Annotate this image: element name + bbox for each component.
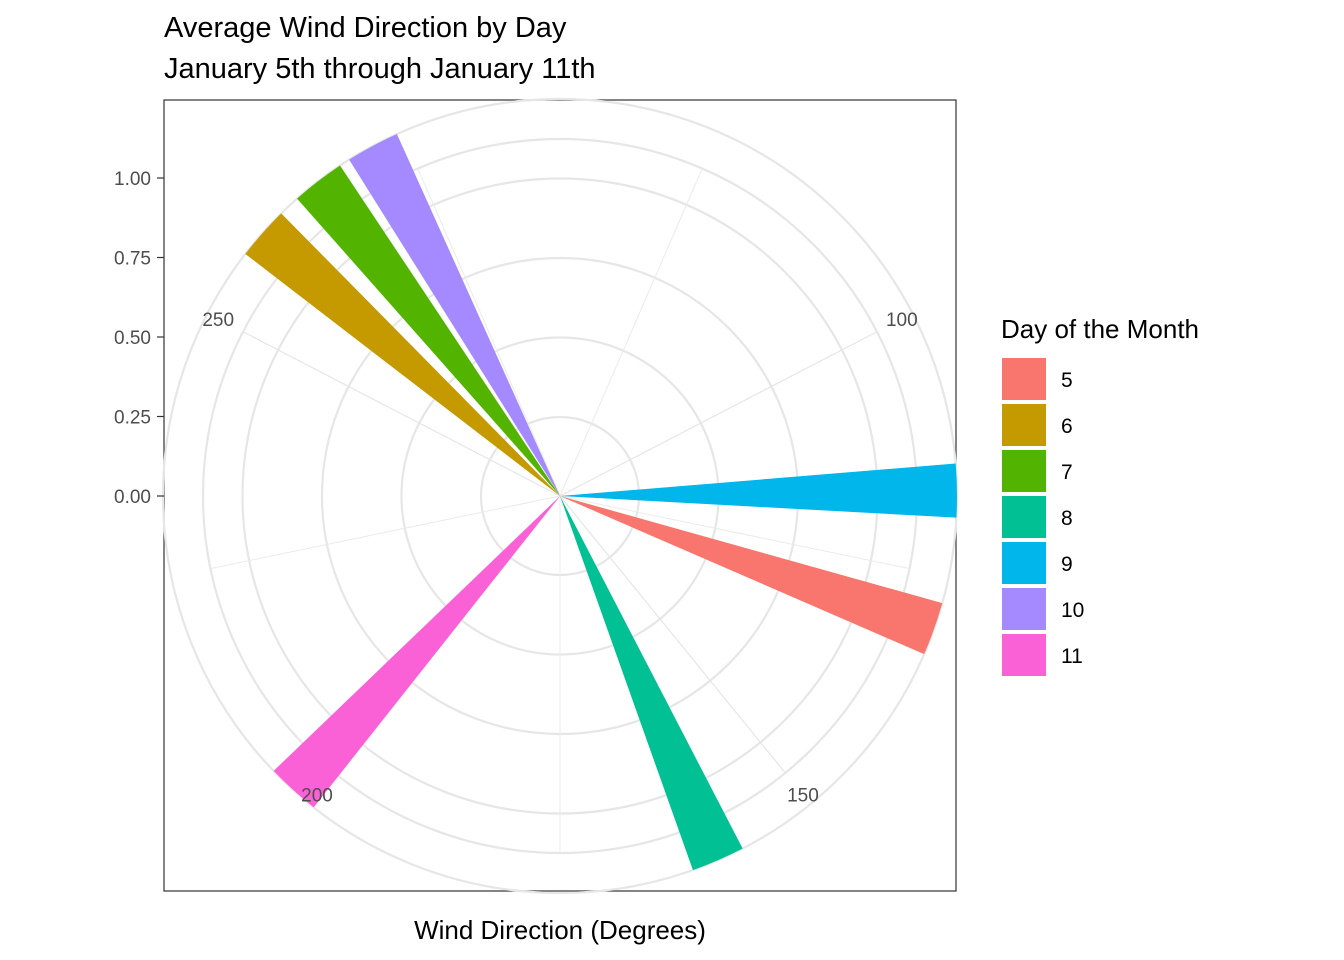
legend-label-5: 5 — [1061, 369, 1073, 392]
r-tick-label: 0.50 — [114, 328, 151, 349]
x-axis-title: Wind Direction (Degrees) — [414, 915, 706, 945]
theta-tick-label: 100 — [886, 310, 918, 331]
bar-day-8 — [560, 496, 743, 871]
theta-tick-label: 200 — [301, 786, 333, 807]
legend-title: Day of the Month — [1001, 314, 1199, 344]
legend-key-9 — [1002, 542, 1046, 584]
r-tick-label: 1.00 — [114, 169, 151, 190]
bar-day-11 — [273, 496, 560, 808]
grid-spoke-minor — [210, 495, 561, 570]
bar-day-10 — [349, 134, 560, 496]
bar-day-5 — [560, 496, 943, 655]
legend-label-7: 7 — [1061, 461, 1073, 484]
grid-spoke-minor — [417, 168, 561, 497]
theta-tick-label: 250 — [202, 310, 234, 331]
chart-title: Average Wind Direction by Day — [164, 12, 567, 44]
bar-day-9 — [560, 463, 957, 518]
legend-label-6: 6 — [1061, 415, 1073, 438]
legend-key-10 — [1002, 588, 1046, 630]
grid-spoke — [242, 331, 561, 497]
chart-subtitle: January 5th through January 11th — [164, 53, 596, 85]
legend-label-8: 8 — [1061, 507, 1073, 530]
grid-spoke — [559, 331, 878, 497]
r-axis-layer: 0.00 0.25 0.50 0.75 1.00 — [114, 169, 164, 508]
bar-day-6 — [245, 213, 560, 496]
legend-key-7 — [1002, 450, 1046, 492]
theta-label-layer: 100 150 200 250 — [202, 310, 917, 807]
legend-key-5 — [1002, 358, 1046, 400]
r-tick-label: 0.75 — [114, 249, 151, 270]
legend-key-11 — [1002, 634, 1046, 676]
legend-items: 5 6 7 8 9 10 11 — [1002, 358, 1084, 676]
theta-tick-label: 150 — [787, 786, 819, 807]
r-tick-label: 0.25 — [114, 408, 151, 429]
bar-day-7 — [297, 165, 560, 496]
legend-label-11: 11 — [1061, 645, 1083, 668]
grid-spoke-minor — [559, 168, 703, 497]
legend-key-8 — [1002, 496, 1046, 538]
bar-layer — [245, 134, 957, 871]
grid-spoke — [559, 495, 786, 774]
legend: Day of the Month 5 6 7 8 9 10 11 — [1001, 314, 1199, 676]
legend-label-9: 9 — [1061, 553, 1073, 576]
grid-spoke-minor — [559, 495, 910, 570]
r-tick-label: 0.00 — [114, 487, 151, 508]
legend-label-10: 10 — [1061, 599, 1084, 622]
legend-key-6 — [1002, 404, 1046, 446]
